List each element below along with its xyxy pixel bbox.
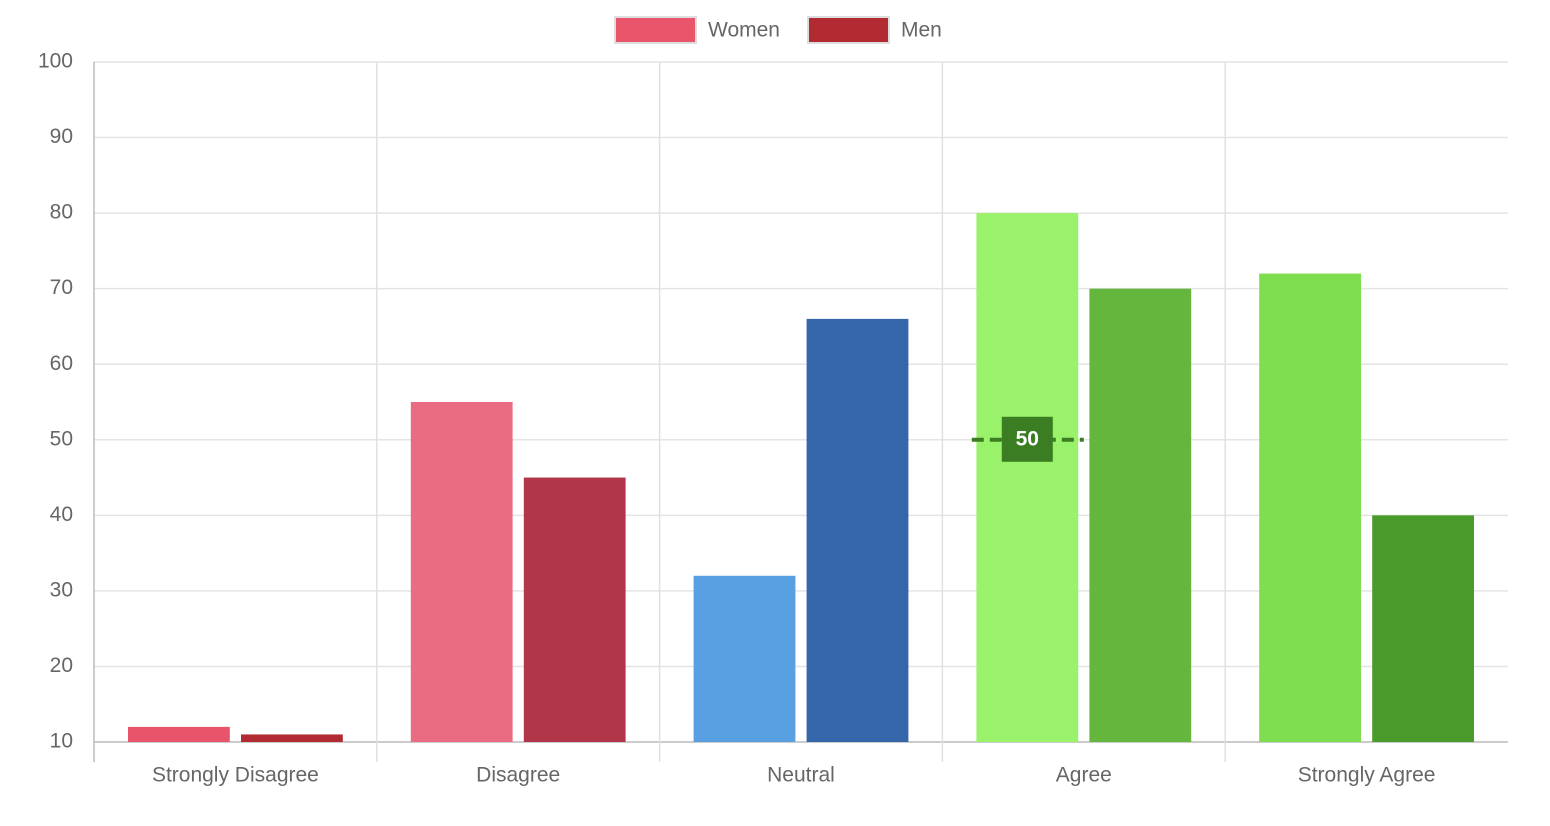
- x-tick-label: Strongly Disagree: [152, 764, 319, 787]
- y-tick-label: 30: [50, 578, 73, 601]
- y-tick-label: 70: [50, 276, 73, 299]
- bar: [1372, 515, 1475, 742]
- y-tick-label: 60: [50, 352, 73, 375]
- bar: [976, 213, 1079, 743]
- bar: [523, 477, 626, 742]
- x-tick-label: Disagree: [476, 764, 560, 787]
- y-tick-label: 20: [50, 654, 73, 677]
- y-tick-label: 100: [38, 50, 73, 73]
- x-tick-label: Agree: [1056, 764, 1112, 787]
- legend-label[interactable]: Women: [708, 19, 780, 42]
- y-tick-label: 40: [50, 503, 73, 526]
- x-tick-label: Neutral: [767, 764, 835, 787]
- annotation-label: 50: [1016, 427, 1039, 450]
- bar: [410, 402, 513, 742]
- annotation-label-box: [1001, 416, 1053, 462]
- bar: [806, 318, 909, 742]
- bar: [240, 734, 343, 742]
- bar: [127, 726, 230, 742]
- legend-swatch: [614, 16, 697, 44]
- y-tick-label: 90: [50, 125, 73, 148]
- y-tick-label: 10: [50, 730, 73, 753]
- y-tick-label: 50: [50, 427, 73, 450]
- bar: [1259, 273, 1362, 742]
- legend-swatch: [807, 16, 890, 44]
- x-tick-label: Strongly Agree: [1298, 764, 1436, 787]
- y-tick-label: 80: [50, 201, 73, 224]
- bar: [693, 575, 796, 742]
- legend-label[interactable]: Men: [901, 19, 942, 42]
- bar: [1089, 288, 1192, 742]
